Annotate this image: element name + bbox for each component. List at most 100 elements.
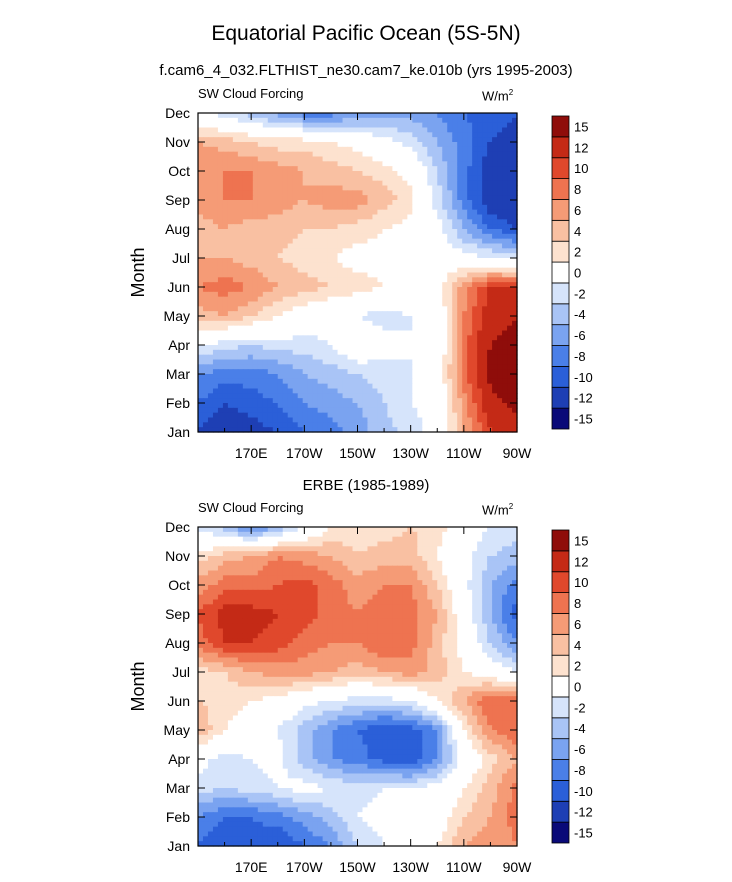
heatmap-cell (502, 393, 508, 399)
heatmap-cell (202, 195, 209, 201)
heatmap-cell (362, 248, 369, 254)
heatmap-cell (252, 258, 259, 264)
heatmap-cell (198, 364, 204, 370)
heatmap-cell (337, 151, 344, 158)
heatmap-cell (327, 277, 334, 283)
heatmap-cell (362, 320, 369, 327)
heatmap-cell (282, 267, 289, 274)
heatmap-cell (282, 427, 289, 433)
heatmap-cell (387, 248, 393, 254)
heatmap-cell (302, 388, 309, 394)
heatmap-cell (487, 388, 493, 394)
heatmap-cell (317, 137, 324, 143)
heatmap-cell (377, 146, 384, 153)
heatmap-cell (222, 175, 229, 182)
heatmap-cell (282, 296, 289, 303)
heatmap-cell (462, 378, 468, 385)
heatmap-cell (377, 541, 384, 547)
heatmap-cell (347, 137, 354, 143)
heatmap-cell (452, 113, 458, 119)
heatmap-cell (252, 388, 259, 394)
heatmap-cell (337, 560, 344, 567)
heatmap-cell (247, 417, 254, 423)
heatmap-cell (202, 277, 209, 283)
heatmap-cell (272, 388, 279, 394)
heatmap-cell (457, 142, 463, 148)
heatmap-cell (307, 407, 314, 414)
heatmap-cell (432, 364, 438, 370)
heatmap-cell (392, 565, 398, 572)
heatmap-cell (282, 311, 289, 317)
heatmap-cell (367, 316, 374, 322)
heatmap-cell (402, 374, 408, 380)
heatmap-cell (247, 272, 254, 278)
heatmap-cell (432, 233, 438, 240)
heatmap-cell (252, 180, 259, 187)
heatmap-cell (217, 258, 224, 264)
heatmap-cell (432, 349, 438, 356)
heatmap-cell (372, 570, 379, 576)
heatmap-cell (322, 565, 329, 572)
heatmap-cell (267, 369, 274, 375)
heatmap-cell (392, 258, 398, 264)
heatmap-cell (507, 374, 513, 380)
heatmap-cell (477, 330, 483, 336)
heatmap-cell (497, 171, 503, 177)
heatmap-cell (452, 122, 458, 129)
heatmap-cell (427, 325, 433, 332)
heatmap-cell (417, 306, 423, 312)
heatmap-cell (267, 403, 274, 409)
heatmap-cell (337, 204, 344, 211)
heatmap-cell (437, 209, 443, 216)
colorbar-label: 6 (574, 203, 581, 218)
heatmap-cell (292, 407, 299, 414)
heatmap-cell (267, 330, 274, 336)
heatmap-cell (382, 393, 389, 399)
heatmap-cell (382, 301, 389, 307)
heatmap-cell (477, 209, 483, 216)
heatmap-cell (367, 146, 374, 153)
heatmap-cell (237, 306, 244, 312)
heatmap-cell (317, 570, 324, 576)
heatmap-cell (512, 427, 518, 433)
heatmap-cell (237, 349, 244, 356)
heatmap-cell (257, 248, 264, 254)
heatmap-cell (377, 422, 384, 428)
heatmap-cell (247, 185, 254, 191)
colorbar-swatch (551, 386, 570, 409)
heatmap-cell (492, 565, 498, 572)
heatmap-cell (427, 195, 433, 201)
heatmap-cell (322, 349, 329, 356)
heatmap-cell (482, 204, 488, 211)
heatmap-cell (277, 137, 284, 143)
heatmap-cell (497, 185, 503, 191)
heatmap-cell (402, 536, 408, 543)
heatmap-cell (482, 127, 488, 133)
heatmap-cell (502, 185, 508, 191)
heatmap-cell (472, 272, 478, 278)
heatmap-cell (492, 151, 498, 158)
heatmap-cell (427, 393, 433, 399)
heatmap-cell (467, 219, 473, 225)
heatmap-cell (257, 209, 264, 216)
heatmap-cell (422, 151, 428, 158)
heatmap-cell (482, 556, 488, 562)
heatmap-cell (397, 536, 403, 543)
heatmap-cell (482, 301, 488, 307)
heatmap-cell (507, 209, 513, 216)
heatmap-cell (272, 180, 279, 187)
heatmap-cell (407, 233, 413, 240)
heatmap-cell (452, 340, 458, 346)
heatmap-cell (332, 403, 339, 409)
heatmap-cell (452, 388, 458, 394)
heatmap-cell (472, 306, 478, 312)
heatmap-cell (507, 195, 513, 201)
heatmap-cell (442, 369, 448, 375)
heatmap-cell (497, 166, 503, 172)
heatmap-cell (322, 287, 329, 293)
heatmap-cell (307, 556, 314, 562)
heatmap-cell (492, 325, 498, 332)
heatmap-cell (337, 556, 344, 562)
heatmap-cell (372, 354, 379, 361)
heatmap-cell (262, 398, 269, 404)
